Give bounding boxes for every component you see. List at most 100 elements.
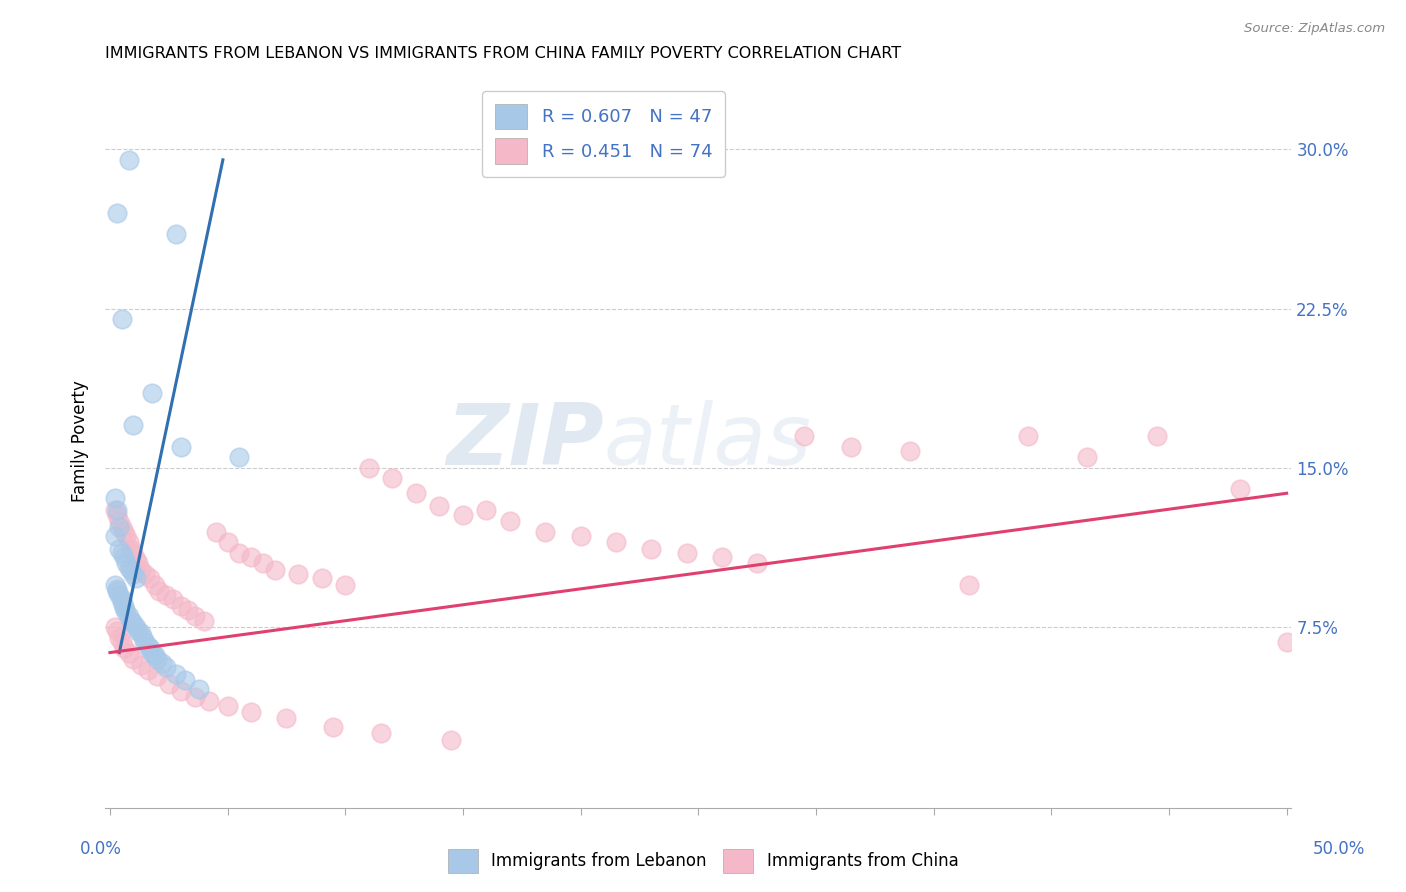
Point [228,546,250,560]
Point [118,560,141,574]
Point [162,592,184,607]
Point [143,577,166,591]
Point [108,520,131,534]
Point [839,440,862,454]
Point [104,577,127,591]
Point [499,514,522,528]
Point [240,705,263,719]
Point [118,535,141,549]
Point [217,535,239,549]
Text: ZIP: ZIP [446,400,603,483]
Point [105,582,128,596]
Point [141,386,163,401]
Point [120,614,142,628]
Point [569,529,592,543]
Point [125,620,148,634]
Point [150,656,173,670]
Point [174,673,197,688]
Point [193,614,215,628]
Point [357,460,380,475]
Point [115,605,138,619]
Point [252,557,274,571]
Point [176,603,198,617]
Text: IMMIGRANTS FROM LEBANON VS IMMIGRANTS FROM CHINA FAMILY POVERTY CORRELATION CHAR: IMMIGRANTS FROM LEBANON VS IMMIGRANTS FR… [105,46,901,62]
Point [111,635,134,649]
Point [1076,450,1098,465]
Text: Source: ZipAtlas.com: Source: ZipAtlas.com [1244,22,1385,36]
Point [111,592,134,607]
Point [155,660,177,674]
Point [115,557,138,571]
Point [122,418,145,433]
Point [104,491,127,505]
Point [640,541,662,556]
Point [169,599,191,613]
Point [381,471,404,485]
Point [122,652,145,666]
Point [1275,635,1298,649]
Point [132,631,155,645]
Point [104,529,127,543]
Point [112,549,135,564]
Point [263,563,285,577]
Point [120,541,142,556]
Point [183,609,205,624]
Y-axis label: Family Poverty: Family Poverty [72,380,89,502]
Point [405,486,427,500]
Point [146,669,169,683]
Point [112,641,135,656]
Point [155,588,177,602]
Point [146,652,169,666]
Point [111,594,134,608]
Legend: R = 0.607   N = 47, R = 0.451   N = 74: R = 0.607 N = 47, R = 0.451 N = 74 [482,91,724,177]
Point [111,312,134,326]
Point [127,624,149,639]
Point [169,440,191,454]
Point [1017,429,1039,443]
Point [139,641,162,656]
Point [129,626,152,640]
Point [440,732,463,747]
Point [322,720,344,734]
Point [1146,429,1168,443]
Point [105,206,128,220]
Point [111,520,134,534]
Point [134,635,156,649]
Point [228,450,250,465]
Point [957,577,980,591]
Point [112,524,135,539]
Point [122,615,145,630]
Point [429,499,451,513]
Text: 0.0%: 0.0% [80,840,122,858]
Point [148,584,170,599]
Point [105,508,128,522]
Point [287,566,309,581]
Point [108,588,131,602]
Point [793,429,815,443]
Point [136,663,159,677]
Point [157,677,180,691]
Point [108,541,131,556]
Point [127,557,149,571]
Point [335,577,357,591]
Point [165,227,187,242]
Point [197,694,219,708]
Point [675,546,697,560]
Point [276,711,298,725]
Point [115,529,138,543]
Point [169,683,191,698]
Point [141,646,163,660]
Point [112,599,135,613]
Point [104,503,127,517]
Point [165,666,187,681]
Point [108,514,131,528]
Point [111,546,134,560]
Point [122,546,145,560]
Point [120,563,142,577]
Point [451,508,474,522]
Point [122,566,145,581]
Point [188,681,211,696]
Point [139,571,162,585]
Point [475,503,498,517]
Point [898,443,921,458]
